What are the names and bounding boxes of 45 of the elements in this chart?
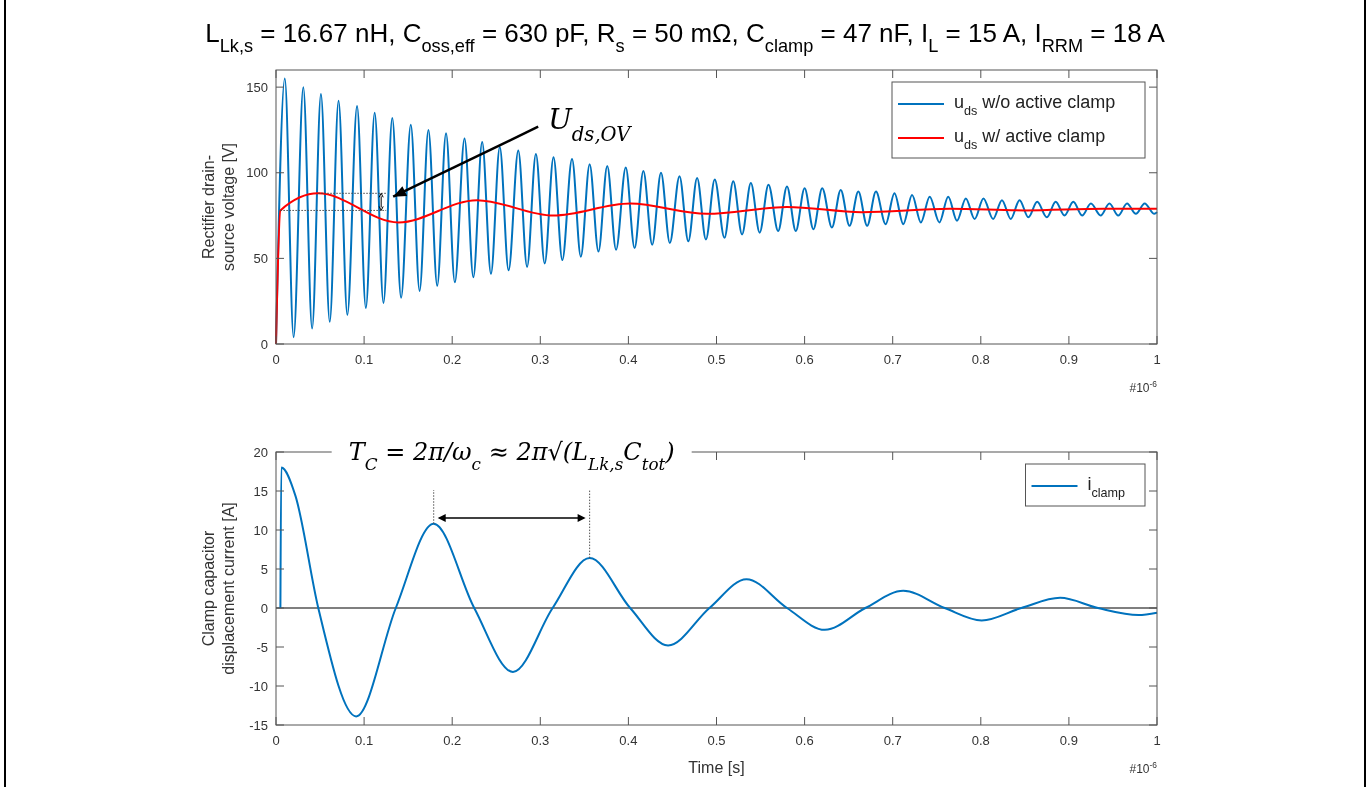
x-tick-label: 0.2 xyxy=(443,733,462,748)
y-tick-label: 100 xyxy=(246,165,268,181)
x-tick-label: 0.1 xyxy=(355,733,374,748)
x-tick-label: 0.3 xyxy=(531,352,550,367)
y-tick-label: 0 xyxy=(260,600,268,616)
x-tick-label: 0.3 xyxy=(531,733,550,748)
x-tick-label: 0 xyxy=(272,733,280,748)
y-tick-label: 15 xyxy=(253,483,268,499)
x-tick-label: 0.1 xyxy=(355,352,374,367)
x-tick-label: 0.5 xyxy=(707,352,726,367)
x-tick-label: 0.6 xyxy=(795,733,814,748)
x-tick-label: 0.9 xyxy=(1059,352,1078,367)
y-tick-label: 5 xyxy=(260,561,268,577)
x-tick-label: 0.8 xyxy=(971,352,990,367)
legend-label: i$_{clamp}$ xyxy=(1087,474,1126,500)
y-tick-label: -5 xyxy=(256,639,268,655)
x-tick-label: 0.9 xyxy=(1059,733,1078,748)
text: T$_{C}$ = 2π/ω$_{c}$ ≈ 2π√(L$_{Lk,s}$C$_{tot}$) xyxy=(348,438,675,474)
x-tick-label: 0.8 xyxy=(971,733,990,748)
x-tick-label: 1 xyxy=(1153,352,1161,367)
text: #10$^{-6}$ xyxy=(1129,379,1158,395)
y-tick-label: -10 xyxy=(249,678,268,694)
chart-title: L$_{Lk,s}$ = 16.67 nH, C$_{oss,eff}$ = 630 pF, R$_{s}$ = 50 mΩ, C$_{clamp}$ = 47 nF, I$_{L}$ = 15 A, I$_{RRM}$ = 18 A xyxy=(205,18,1165,56)
legend-label: u$_{ds}$ w/ active clamp xyxy=(954,126,1106,152)
x-tick-label: 1 xyxy=(1153,733,1161,748)
x-tick-label: 0.7 xyxy=(883,733,902,748)
y-tick-label: 10 xyxy=(253,522,268,538)
y-tick-label: 50 xyxy=(253,250,268,266)
x-tick-label: 0.5 xyxy=(707,733,726,748)
y-tick-label: 0 xyxy=(260,336,268,352)
x-tick-label: 0 xyxy=(272,352,280,367)
x-tick-label: 0.7 xyxy=(883,352,902,367)
y-tick-label: 150 xyxy=(246,79,268,95)
x-tick-label: 0.6 xyxy=(795,352,814,367)
annotation: U$_{ds,OV}$ xyxy=(548,102,633,146)
legend-label: u$_{ds}$ w/o active clamp xyxy=(954,92,1116,118)
y-tick-label: 20 xyxy=(253,444,268,460)
x-tick-label: 0.4 xyxy=(619,352,638,367)
x-tick-label: 0.4 xyxy=(619,733,638,748)
text: #10$^{-6}$ xyxy=(1129,760,1158,776)
y-axis-title: Rectifier drain-source voltage [V] xyxy=(200,142,237,272)
x-tick-label: 0.2 xyxy=(443,352,462,367)
y-axis-title: Clamp capacitor displacement current [A] xyxy=(200,502,237,675)
y-tick-label: -15 xyxy=(249,717,268,733)
x-axis-title: Time [s] xyxy=(688,759,745,776)
